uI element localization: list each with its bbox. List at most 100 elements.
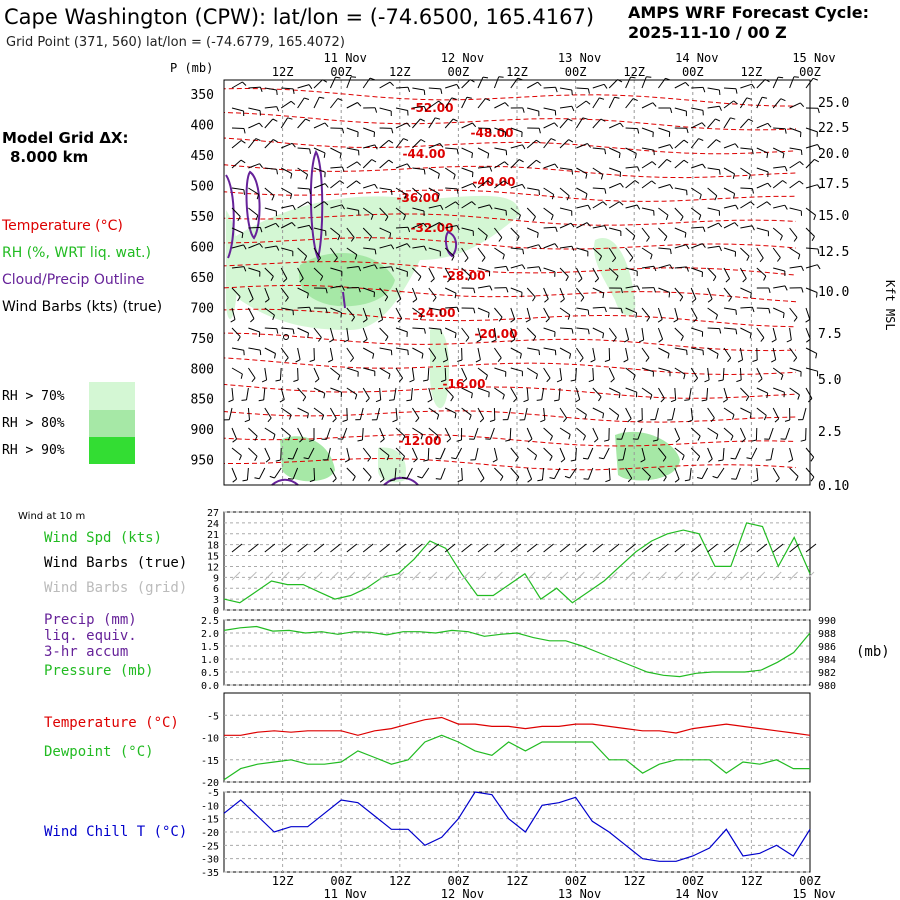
wind-barb-staff — [379, 244, 392, 249]
wind-barb-staff — [805, 287, 818, 293]
wind-barb-flag — [778, 76, 784, 79]
wind-barb-staff — [329, 247, 338, 258]
wind-barb-flag — [454, 293, 457, 299]
wind-barb-staff — [258, 467, 266, 479]
wind-barb-flag — [624, 339, 629, 343]
wind-barb-flag — [402, 435, 406, 441]
wind-barb-true — [280, 543, 292, 553]
wind-barb-flag — [378, 319, 383, 323]
wind-barb-flag — [532, 216, 536, 222]
model-grid-label: Model Grid ΔX: — [2, 129, 129, 147]
wind-barb-staff — [789, 247, 801, 255]
top-time-label: 12Z — [741, 65, 763, 79]
wind-barb-staff — [723, 100, 734, 109]
wind-barb-flag — [623, 359, 629, 363]
isotherm-line — [223, 261, 797, 276]
wind-barb-flag — [691, 298, 697, 303]
wind-barb-flag — [341, 166, 345, 172]
wind-barb-flag — [725, 278, 730, 283]
wind-barb-flag — [243, 266, 247, 272]
wind-barb-staff — [231, 467, 238, 480]
wind-barb-flag — [388, 373, 391, 380]
wind-barb-flag — [673, 319, 679, 323]
isotherm-line — [223, 189, 797, 202]
legend-wind-barbs: Wind Barbs (kts) (true) — [2, 299, 162, 315]
wind-barb-flag — [653, 287, 656, 293]
top-date-label: 14 Nov — [675, 51, 718, 65]
wind-barb-staff — [543, 226, 556, 229]
wind-barb-staff — [559, 267, 569, 277]
wind-barb-staff — [641, 161, 653, 169]
wind-barb-flag — [237, 336, 241, 342]
wind-barb-flag — [652, 102, 657, 107]
wind-barb-flag — [598, 255, 603, 261]
wind-barb-staff — [395, 367, 404, 379]
wind-barb-staff — [674, 427, 681, 440]
wind-barb-flag — [619, 182, 624, 188]
wind-barb-flag — [749, 413, 752, 419]
wind-barb-grid — [526, 571, 536, 581]
wind-barb-staff — [342, 427, 348, 440]
wind-barb-staff — [559, 307, 571, 316]
wind-barb-flag — [417, 475, 423, 479]
wind-barb-flag — [243, 244, 247, 250]
wind-barb-flag — [357, 439, 363, 442]
height-tick-label: 22.5 — [818, 121, 849, 136]
wind-barb-true — [264, 543, 276, 553]
wind-barb-flag — [618, 152, 621, 158]
wind-barb-staff — [510, 327, 516, 340]
wind-barb-staff — [592, 267, 600, 279]
y-tick-label: -10 — [201, 734, 219, 745]
wind-barb-flag — [473, 308, 476, 314]
wind-barb-flag — [564, 475, 570, 479]
wind-barb-staff — [658, 184, 671, 189]
wind-barb-staff — [789, 327, 792, 340]
wind-barb-grid — [756, 571, 766, 581]
wind-barb-flag — [421, 353, 424, 359]
wind-barb-flag — [456, 188, 459, 194]
wind-barb-staff — [625, 227, 636, 237]
wind-barb-staff — [608, 96, 615, 109]
wind-barb-staff — [592, 427, 599, 440]
wind-barb-staff — [756, 96, 763, 109]
precip-accum-label: 3-hr accum — [44, 644, 128, 660]
wind-barb-staff — [527, 244, 539, 249]
wind-barb-staff — [362, 327, 368, 340]
wind-barb-flag — [698, 215, 702, 220]
wind-barb-true — [297, 543, 308, 553]
wind-barb-staff — [707, 267, 717, 277]
wind-barb-staff — [292, 447, 299, 460]
wind-barb-staff — [313, 367, 320, 380]
wind-barb-staff — [576, 167, 588, 175]
wind-barb-staff — [592, 387, 602, 398]
wind-barb-flag — [391, 266, 394, 272]
wind-barb-staff — [297, 306, 310, 309]
wind-barb-staff — [674, 159, 685, 169]
wind-barb-flag — [657, 318, 663, 323]
wind-barb-staff — [313, 227, 326, 232]
wind-barb-staff — [379, 187, 392, 191]
wind-barb-flag — [774, 418, 780, 423]
wind-barb-staff — [805, 207, 816, 216]
wind-barb-flag — [309, 359, 315, 362]
wind-barb-staff — [428, 117, 436, 129]
wind-barb-grid — [608, 571, 618, 581]
wind-barb-flag — [321, 414, 325, 420]
wind-barb-flag — [468, 415, 472, 421]
wind-barb-flag — [585, 193, 588, 199]
wind-barb-staff — [740, 83, 752, 89]
wind-barb-true — [690, 543, 702, 553]
wind-barb-staff — [412, 139, 422, 149]
wind-barb-flag — [350, 237, 355, 242]
wind-barb-staff — [346, 102, 358, 109]
small-circle-marker — [283, 334, 289, 340]
wind-barb-staff — [412, 105, 425, 109]
wind-barb-staff — [477, 347, 481, 360]
wind-barb-staff — [231, 81, 243, 89]
wind-barb-staff — [444, 327, 457, 334]
wind-barb-flag — [451, 457, 457, 460]
wind-barb-flag — [503, 180, 509, 185]
wind-barb-flag — [662, 457, 667, 462]
wind-barb-flag — [249, 298, 254, 303]
wind-barb-staff — [427, 447, 430, 461]
